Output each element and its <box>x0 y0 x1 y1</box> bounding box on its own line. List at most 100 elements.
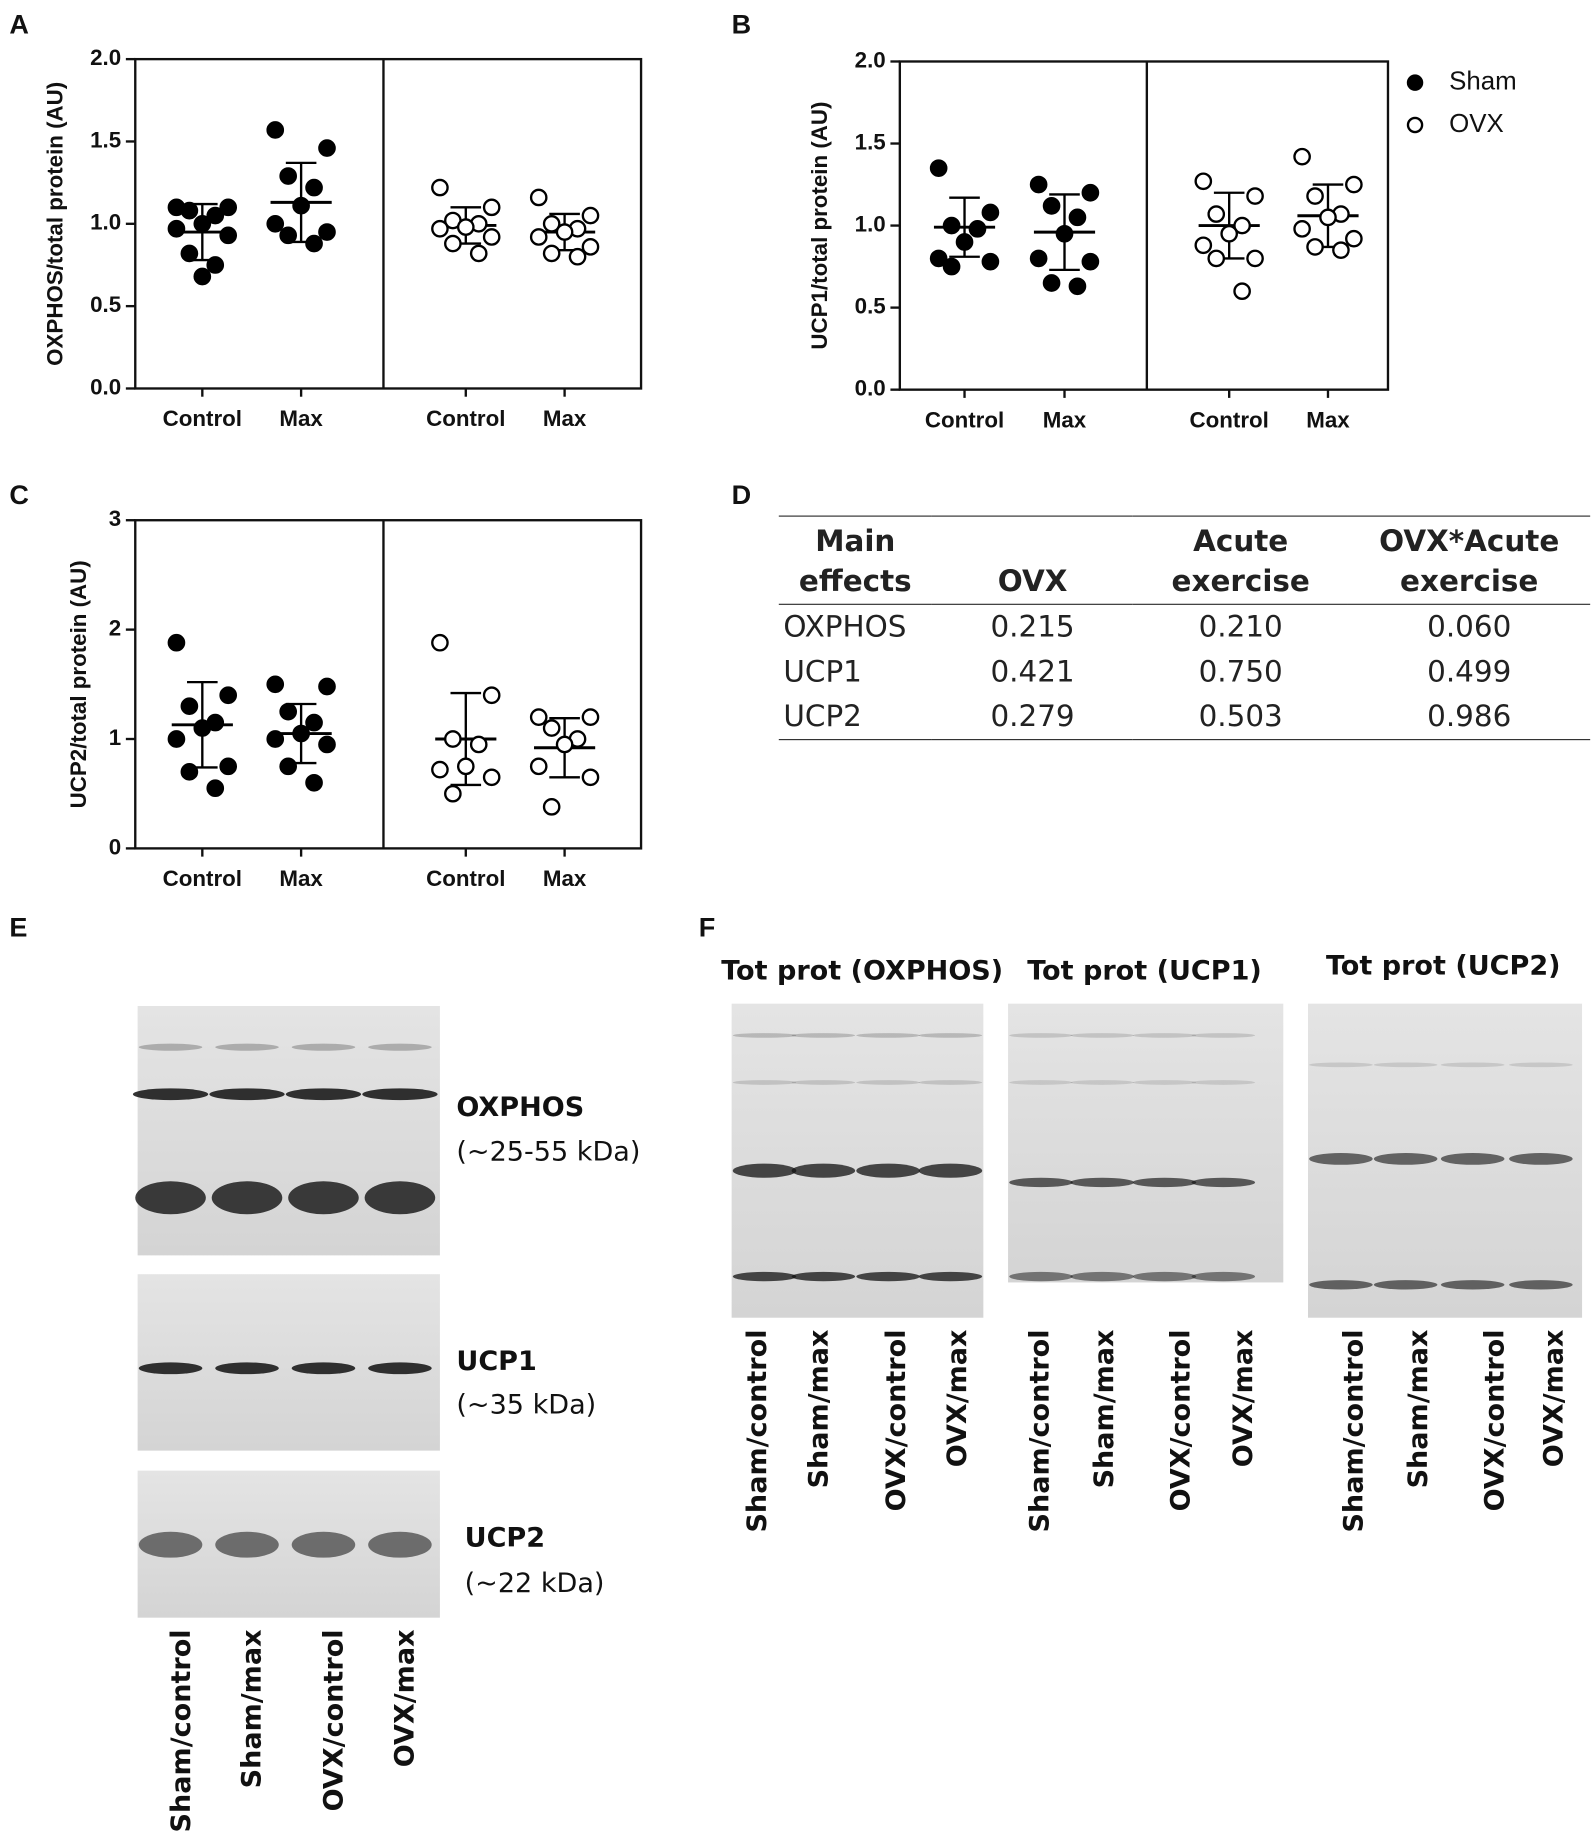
data-point <box>581 708 600 726</box>
lane-label: Sham/max <box>1089 1329 1120 1488</box>
blot-band <box>856 1163 920 1178</box>
data-point <box>206 779 225 798</box>
blot-band <box>856 1033 920 1038</box>
table-cell: UCP1 <box>783 654 862 689</box>
table-cell: 0.215 <box>990 609 1075 644</box>
blot-band <box>291 1043 356 1051</box>
data-point <box>167 633 186 652</box>
effects-table-box: Main effects OVX Acute exercise OVX*Acut… <box>778 516 1591 740</box>
x-tick-label: Control <box>163 406 242 431</box>
data-point <box>444 234 462 253</box>
x-tick-label: Max <box>543 406 587 431</box>
lane-label: OVX/control <box>881 1329 912 1511</box>
table-cell: 0.499 <box>1427 654 1512 689</box>
data-point <box>431 178 449 197</box>
y-tick-label: 0.0 <box>90 374 121 399</box>
lane-label: Sham/control <box>1024 1329 1055 1532</box>
lane-label: Sham/max <box>236 1629 267 1788</box>
data-point <box>456 757 475 776</box>
data-point <box>1068 277 1087 296</box>
blot-band <box>1191 1271 1256 1282</box>
data-point <box>1042 197 1061 215</box>
blot-title: Tot prot (UCP2) <box>1326 951 1561 982</box>
blot-band <box>1009 1177 1073 1188</box>
legend-label: OVX <box>1449 110 1504 138</box>
data-point <box>305 713 323 732</box>
blot-band <box>1070 1080 1134 1085</box>
lane-label: OVX/max <box>1228 1329 1259 1467</box>
data-point <box>981 203 1000 222</box>
y-tick-label: 1 <box>109 725 121 750</box>
table-cell: 0.279 <box>990 699 1075 734</box>
blot-band <box>368 1531 432 1558</box>
blot-band <box>1309 1280 1373 1290</box>
data-point <box>1345 229 1363 248</box>
data-point <box>1246 249 1264 268</box>
data-point <box>555 735 574 754</box>
lane-label: Sham/control <box>166 1629 197 1832</box>
data-point <box>206 206 225 225</box>
blot-image <box>1008 1003 1284 1283</box>
data-point <box>266 214 285 233</box>
blot-band <box>1309 1062 1373 1068</box>
blot-band <box>1191 1033 1256 1038</box>
y-tick-label: 2.0 <box>855 47 886 72</box>
table-row: OXPHOS 0.215 0.210 0.060 <box>779 604 1591 649</box>
data-point <box>180 697 199 716</box>
data-point <box>955 233 974 251</box>
blot-band <box>1009 1033 1073 1038</box>
panel-label: D <box>732 480 752 510</box>
table-cell: 0.421 <box>990 654 1075 689</box>
blot-size: (~25-55 kDa) <box>456 1137 640 1168</box>
blot-name: OXPHOS <box>456 1092 584 1123</box>
y-tick-label: 3 <box>109 506 121 531</box>
header-cell: OVX*Acute exercise <box>1379 523 1560 598</box>
blot-band <box>215 1531 279 1558</box>
blot-band <box>791 1163 856 1178</box>
data-point <box>1194 236 1213 255</box>
y-tick-label: 1.5 <box>90 127 121 152</box>
data-point <box>1068 208 1087 227</box>
data-point <box>318 223 336 241</box>
data-point <box>305 178 323 197</box>
data-point <box>568 247 587 266</box>
lane-label: Sham/control <box>742 1329 773 1532</box>
blot-band <box>135 1181 206 1215</box>
lane-label: OVX/control <box>1166 1329 1197 1511</box>
data-point <box>1319 208 1337 227</box>
data-point <box>529 188 548 207</box>
data-point <box>1207 249 1226 268</box>
data-point <box>318 735 336 754</box>
data-point <box>1332 241 1350 260</box>
data-point <box>193 214 212 233</box>
blot-band <box>291 1531 356 1558</box>
panel-label: A <box>9 9 29 39</box>
panel-label: C <box>9 480 29 510</box>
y-axis-label: OXPHOS/total protein (AU) <box>42 82 67 366</box>
data-point <box>180 201 199 220</box>
blot-band <box>1373 1280 1438 1290</box>
blot-band <box>1070 1177 1134 1188</box>
blot-band <box>291 1362 356 1375</box>
blot-band <box>368 1362 432 1375</box>
data-point <box>529 708 548 726</box>
data-point <box>581 768 600 787</box>
blot-band <box>138 1362 203 1375</box>
lane-label: Sham/max <box>1403 1329 1434 1488</box>
blot-band <box>364 1181 436 1215</box>
data-point <box>542 798 561 816</box>
y-tick-label: 0.5 <box>90 292 121 317</box>
data-point <box>279 167 298 185</box>
data-point <box>266 121 285 139</box>
data-point <box>1246 187 1264 205</box>
blot-band <box>732 1033 797 1038</box>
data-point <box>482 768 501 787</box>
header-cell: Acute exercise <box>1171 523 1310 598</box>
x-tick-label: Max <box>279 866 323 891</box>
blot-name: UCP2 <box>465 1522 545 1553</box>
data-point <box>180 244 199 263</box>
blot-band <box>1191 1080 1256 1085</box>
blot-band <box>1070 1033 1134 1038</box>
data-point <box>279 702 298 721</box>
y-axis-label: UCP1/total protein (AU) <box>807 102 832 350</box>
